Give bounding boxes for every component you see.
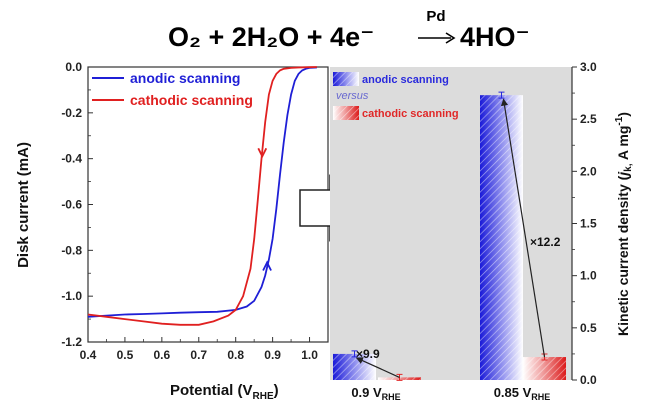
right-y-tick-label: 2.5 [580, 112, 597, 126]
series-line-anodic-scanning [87, 66, 317, 318]
right-y-tick-label: 1.0 [580, 269, 597, 283]
right-category-labels: 0.9 VRHE 0.85 VRHE [351, 385, 550, 402]
left-x-tick-label: 0.6 [154, 348, 171, 362]
series-line-cathodic-scanning [87, 66, 317, 326]
left-y-axis-label: Disk current (mA) [15, 142, 32, 268]
left-y-tick-label: -1.0 [61, 289, 82, 303]
ratio-arrow-icon [355, 357, 400, 378]
left-x-tick-label: 0.5 [117, 348, 134, 362]
left-y-tick-label: -0.8 [61, 243, 82, 257]
category-label: 0.85 VRHE [494, 385, 551, 402]
legend-versus: versus [336, 90, 369, 102]
ratio-arrow-icon [500, 98, 546, 358]
bar-hatch [480, 95, 523, 381]
legend-label: anodic scanning [130, 70, 240, 86]
error-bar [396, 373, 403, 381]
left-y-tick-label: -0.2 [61, 106, 82, 120]
error-bar [351, 350, 358, 358]
ratio-annotation: ×9.9 [356, 347, 380, 361]
bar-hatch [333, 353, 376, 380]
equation-right: 4HO⁻ [460, 22, 530, 52]
category-label: 0.9 VRHE [351, 385, 400, 402]
right-y-tick-label: 0.5 [580, 321, 597, 335]
legend-swatch-hatch [333, 106, 359, 120]
left-x-tick-label: 0.8 [227, 348, 244, 362]
left-y-tick-label: -0.4 [61, 152, 82, 166]
kinetic-current-chart: 0.0 0.5 1.0 1.5 2.0 2.5 3.0 ×9.9 ×12.2 anodic s… [330, 60, 634, 402]
equation-title: O₂ + 2H₂O + 4e⁻ Pd 4HO⁻ [168, 8, 530, 52]
right-plot-background [330, 67, 572, 380]
right-y-tick-label: 3.0 [580, 60, 597, 74]
ratio-annotation: ×12.2 [530, 235, 561, 249]
legend-label: cathodic scanning [130, 92, 253, 108]
right-y-tick-label: 2.0 [580, 164, 597, 178]
left-x-tick-label: 0.7 [190, 348, 207, 362]
left-axis-ticks: 0.4 0.5 0.6 0.7 0.8 0.9 1.0 0.0 -0.2 -0.4 -0.6 -0.8… [61, 60, 318, 362]
scan-direction-arrow-icon [257, 147, 268, 159]
disk-current-chart: 0.4 0.5 0.6 0.7 0.8 0.9 1.0 0.0 -0.2 -0.4 -0.6 -0.8… [15, 60, 329, 402]
reaction-arrow-icon [445, 32, 456, 44]
left-series-lines [87, 66, 317, 326]
equation-left: O₂ + 2H₂O + 4e⁻ [168, 22, 374, 52]
left-x-tick-label: 0.4 [80, 348, 97, 362]
left-x-axis-label: Potential (VRHE) [170, 382, 279, 402]
catalyst-label: Pd [426, 8, 445, 25]
legend-label: anodic scanning [362, 74, 449, 86]
right-legend: anodic scanning cathodic scanning versus [333, 72, 459, 120]
left-x-tick-label: 0.9 [264, 348, 281, 362]
right-axis-ticks: 0.0 0.5 1.0 1.5 2.0 2.5 3.0 [572, 60, 597, 387]
error-bar [498, 91, 505, 99]
left-y-tick-label: -1.2 [61, 335, 82, 349]
right-y-tick-label: 0.0 [580, 373, 597, 387]
left-plot-frame [87, 66, 329, 343]
left-y-tick-label: -0.6 [61, 198, 82, 212]
left-x-tick-label: 1.0 [301, 348, 318, 362]
right-bars: ×9.9 ×12.2 [333, 91, 566, 381]
bar-hatch [523, 357, 566, 380]
left-y-tick-label: 0.0 [65, 60, 82, 74]
legend-swatch-hatch [333, 72, 359, 86]
right-y-tick-label: 1.5 [580, 217, 597, 231]
right-y-axis-label: Kinetic current density (jk, A mg-1) [614, 112, 634, 336]
scan-direction-arrow-icon [262, 260, 272, 271]
legend-label: cathodic scanning [362, 108, 459, 120]
left-legend: anodic scanning cathodic scanning [92, 70, 253, 108]
